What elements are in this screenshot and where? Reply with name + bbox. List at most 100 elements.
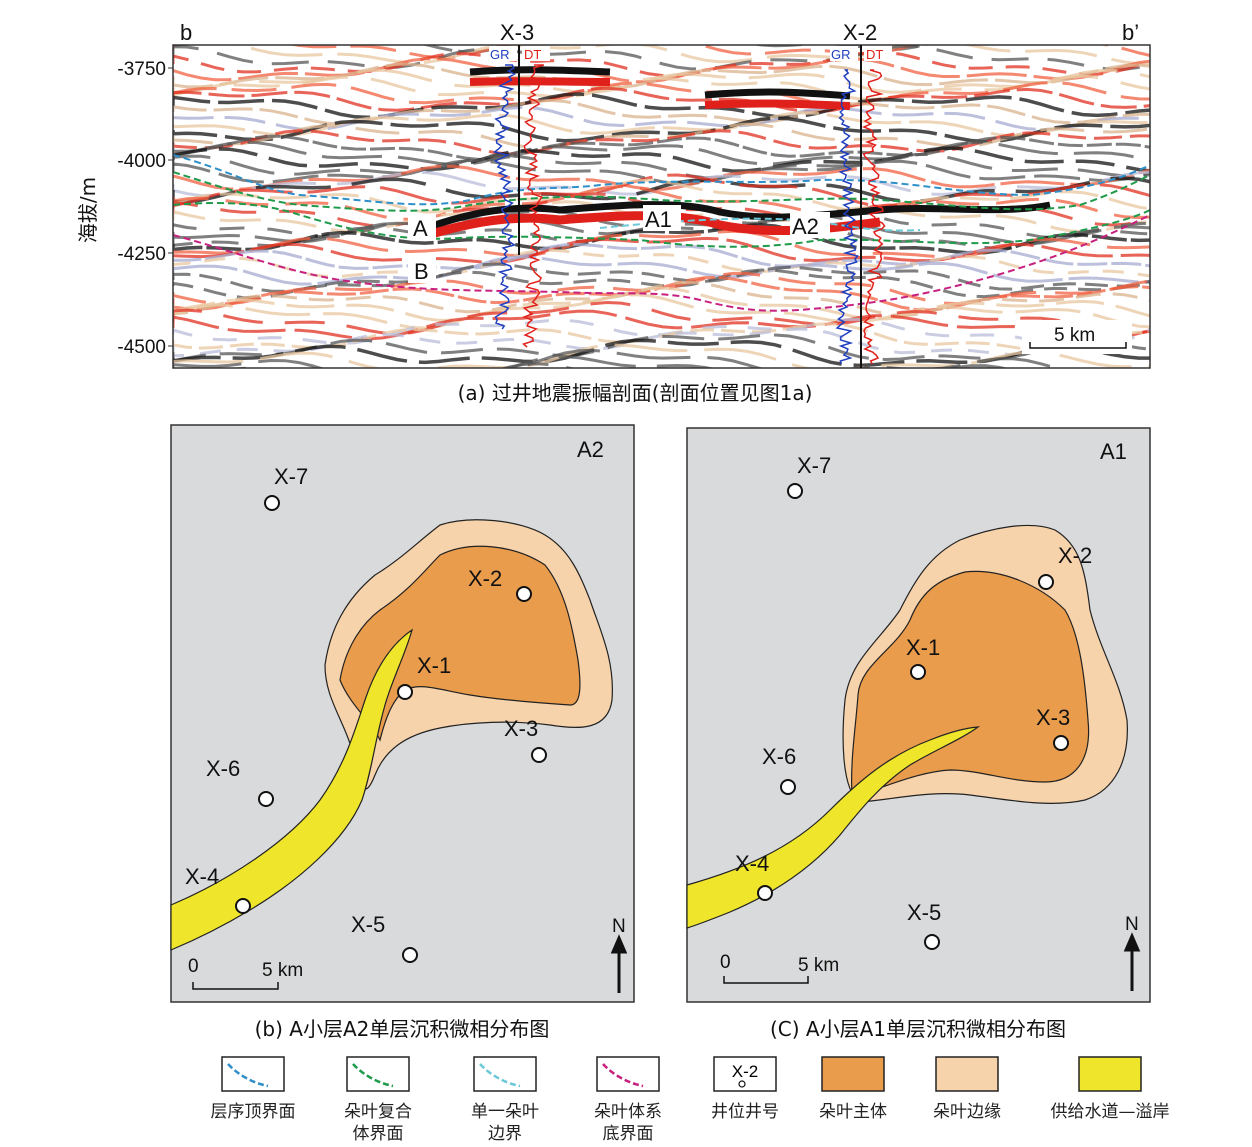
seismic-reflector: [173, 184, 1150, 222]
y-axis: -3750 -4000 -4250 -4500 海拔/m: [76, 59, 173, 358]
seismic-reflector: [173, 300, 1150, 336]
lobe-complex-base: [173, 202, 1150, 248]
well-marker: X-4: [185, 864, 251, 914]
layer-label-b: B: [414, 259, 429, 284]
seismic-reflector: [173, 86, 1150, 114]
seismic-reflector: [173, 348, 1063, 368]
y-tick: -3750: [117, 59, 166, 80]
well-icon: [910, 664, 926, 680]
legend-swatch: [935, 1056, 999, 1092]
layer-label: A2: [577, 437, 604, 462]
well-icon: [924, 934, 940, 950]
seismic-reflector: [173, 309, 1150, 342]
seismic-reflector: [173, 105, 1150, 132]
legend-well-sample: X-2: [732, 1062, 758, 1081]
seismic-reflector: [173, 57, 1150, 84]
well-marker: X-5: [351, 912, 418, 963]
seismic-reflector: [173, 62, 1150, 89]
well-log-curve: [522, 64, 545, 348]
well-label: X-4: [185, 864, 219, 889]
legend-line-icon: [352, 1063, 394, 1088]
seismic-reflector: [173, 92, 1150, 120]
well-log-curve: [861, 69, 886, 365]
well-icon: [402, 947, 418, 963]
well-label: X-2: [1058, 543, 1092, 568]
scale-zero: 0: [720, 952, 731, 973]
well-icon: [738, 1080, 746, 1088]
legend-swatch: [821, 1056, 885, 1092]
section-end-label: b’: [1122, 20, 1139, 45]
well-label: X-2: [468, 566, 502, 591]
well-log-curve: [492, 64, 517, 330]
seismic-reflector: [173, 178, 1150, 214]
well-icon: [531, 747, 547, 763]
legend-label: 朵叶边缘: [933, 1102, 1001, 1122]
seismic-reflector: [173, 98, 1150, 126]
feeder-channel: [170, 628, 414, 951]
well-marker: X-7: [787, 453, 831, 499]
seismic-reflector: [173, 140, 1150, 167]
well-label: X-1: [906, 635, 940, 660]
legend-label: 朵叶主体: [819, 1102, 887, 1122]
seismic-reflector: [173, 293, 1150, 330]
well-marker: X-3: [1036, 705, 1070, 751]
well-label: X-3: [504, 716, 538, 741]
strong-reflector: [704, 88, 851, 100]
legend-swatch: [596, 1056, 660, 1092]
y-tick: -4000: [117, 151, 166, 172]
seismic-section: b b’ X-3 X-2 GR DT GR DT -3750 -4000 -42…: [76, 20, 1151, 405]
well-marker: X-2: [468, 566, 532, 602]
north-arrow-icon: [1123, 932, 1141, 991]
legend-label: 单一朵叶: [471, 1102, 539, 1122]
north-label: N: [612, 916, 626, 937]
gr-log-label: GR: [490, 47, 510, 62]
legend-label: 底界面: [603, 1124, 654, 1144]
lobe-system-base: [173, 214, 1150, 312]
legend-item: 供给水道—溢岸: [1051, 1056, 1170, 1122]
legend-label: 朵叶复合: [344, 1102, 412, 1122]
sequence-top-boundary: [173, 154, 1150, 206]
seismic-reflector: [173, 317, 1150, 348]
caption-a: (a) 过井地震振幅剖面(剖面位置见图1a): [458, 381, 813, 405]
a-top-reflector: [433, 201, 1051, 229]
well-label: X-3: [1036, 705, 1070, 730]
seismic-reflector: [228, 355, 1009, 368]
legend-label: 层序顶界面: [211, 1102, 296, 1122]
strong-reflector: [469, 66, 611, 76]
legend-line-icon: [602, 1063, 644, 1088]
well-label: X-7: [797, 453, 831, 478]
north-label: N: [1125, 914, 1139, 935]
strong-reflector: [704, 99, 851, 110]
north-arrow-icon: [610, 934, 628, 993]
well-marker: X-3: [504, 716, 547, 763]
well-icon: [235, 898, 251, 914]
seismic-reflector: [173, 129, 1150, 156]
y-tick: -4500: [117, 337, 166, 358]
seismic-reflector: [173, 45, 1150, 66]
well-label: X-5: [351, 912, 385, 937]
seismic-reflector: [173, 173, 1150, 209]
seismic-reflector: [173, 45, 1150, 60]
seismic-reflector: [173, 268, 1150, 300]
legend-label: 供给水道—溢岸: [1051, 1102, 1170, 1122]
well-icon: [1053, 735, 1069, 751]
seismic-reflector: [173, 176, 1150, 204]
well-log-curve: [835, 69, 859, 365]
scale-bar: [192, 982, 279, 990]
gr-log-label: GR: [831, 47, 851, 62]
dt-log-label: DT: [866, 47, 883, 62]
scale-zero: 0: [188, 956, 199, 977]
well-marker: X-1: [397, 653, 451, 700]
well-icon: [516, 586, 532, 602]
legend-item: 朵叶主体: [819, 1056, 887, 1122]
well-icon: [787, 483, 803, 499]
seismic-reflector: [173, 153, 1150, 180]
well-label: X-1: [417, 653, 451, 678]
caption-c: (C) A小层A1单层沉积微相分布图: [770, 1017, 1066, 1041]
layer-label-a2: A2: [792, 214, 819, 239]
scale-label: 5 km: [1054, 325, 1095, 346]
seismic-reflector: [173, 74, 1150, 101]
feeder-channel: [686, 726, 981, 929]
legend-swatch: [1078, 1056, 1142, 1092]
